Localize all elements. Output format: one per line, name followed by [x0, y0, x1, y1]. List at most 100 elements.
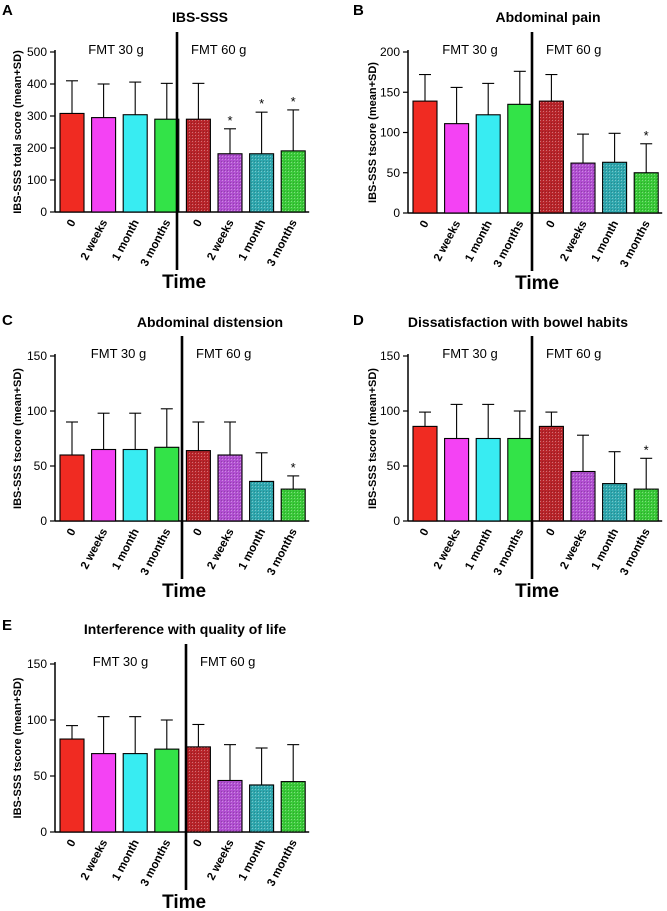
y-tick-label: 200 [27, 141, 47, 155]
chart-panel-d: D Dissatisfaction with bowel habits IBS-SS… [353, 312, 663, 602]
x-tick-label: 2 weeks [205, 527, 236, 572]
chart-title: Abdominal distension [137, 314, 283, 330]
y-tick-label: 0 [393, 206, 400, 220]
x-tick-label: 3 months [265, 838, 300, 889]
chart-title: Abdominal pain [496, 9, 601, 25]
bar-hatch [250, 482, 273, 521]
bar [475, 114, 501, 214]
bar [154, 118, 180, 213]
x-axis-label: Time [162, 892, 206, 911]
panel-letter: C [2, 312, 13, 329]
y-tick-label: 0 [40, 514, 47, 528]
y-tick-label: 50 [387, 166, 401, 180]
bar-hatch [250, 785, 273, 832]
bar [91, 448, 117, 522]
y-tick-label: 50 [34, 459, 48, 473]
chart-title: IBS-SSS [172, 9, 228, 25]
y-tick-label: 100 [380, 404, 400, 418]
x-tick-label: 2 weeks [558, 219, 589, 264]
x-tick-label: 0 [191, 527, 205, 538]
chart-panel-b: B Abdominal pain IBS-SSS tscore (mean+SD) 0… [353, 2, 663, 294]
bar-hatch [281, 489, 305, 521]
bar-hatch [218, 781, 242, 832]
x-tick-label: 2 weeks [205, 218, 236, 263]
x-tick-label: 1 month [463, 219, 495, 264]
x-tick-label: 2 weeks [558, 527, 589, 572]
x-tick-label: 1 month [590, 527, 622, 572]
y-axis-label: IBS-SSS tscore (mean+SD) [367, 62, 379, 203]
group-label: FMT 30 g [442, 346, 497, 361]
bar [122, 448, 148, 522]
panel-letter: B [353, 2, 364, 19]
x-tick-label: 3 months [492, 219, 527, 270]
panel-letter: E [2, 617, 12, 634]
group-label: FMT 60 g [200, 654, 255, 669]
group-label: FMT 60 g [196, 346, 251, 361]
y-tick-label: 100 [380, 126, 400, 140]
bar-hatch [250, 154, 273, 212]
y-tick-label: 150 [380, 85, 400, 99]
y-tick-label: 50 [387, 459, 401, 473]
x-axis-label: Time [162, 581, 206, 602]
bar-hatch [281, 782, 305, 832]
x-tick-label: 3 months [492, 527, 527, 578]
x-tick-label: 1 month [110, 527, 142, 572]
bar [59, 738, 85, 833]
y-tick-label: 150 [380, 349, 400, 363]
y-tick-label: 0 [40, 205, 47, 219]
group-label: FMT 30 g [442, 42, 497, 57]
chart-panel-e: E Interference with quality of life IBS-SS… [2, 617, 310, 911]
x-tick-label: 3 months [265, 218, 300, 269]
x-tick-label: 0 [65, 218, 79, 229]
y-tick-label: 150 [27, 657, 47, 671]
panel-letter: D [353, 312, 364, 329]
bar [122, 753, 148, 833]
x-tick-label: 1 month [110, 218, 142, 263]
bar [444, 437, 470, 522]
y-tick-label: 150 [27, 349, 47, 363]
bar-hatch [187, 747, 210, 832]
x-tick-label: 0 [418, 527, 432, 538]
x-tick-label: 2 weeks [79, 218, 110, 263]
significance-marker: * [291, 94, 296, 109]
bar-hatch [634, 489, 658, 521]
significance-marker: * [291, 460, 296, 475]
x-tick-label: 1 month [237, 527, 269, 572]
bar [154, 748, 180, 833]
x-tick-label: 1 month [463, 527, 495, 572]
bar-hatch [187, 451, 210, 521]
x-tick-label: 0 [65, 527, 79, 538]
group-label: FMT 60 g [546, 346, 601, 361]
significance-marker: * [227, 113, 232, 128]
y-tick-label: 100 [27, 173, 47, 187]
group-label: FMT 30 g [91, 346, 146, 361]
panel-letter: A [2, 2, 13, 19]
y-tick-label: 0 [393, 514, 400, 528]
significance-marker: * [259, 96, 264, 111]
x-tick-label: 2 weeks [79, 527, 110, 572]
y-tick-label: 400 [27, 77, 47, 91]
y-tick-label: 100 [27, 404, 47, 418]
bar-hatch [603, 162, 626, 213]
group-label: FMT 30 g [93, 654, 148, 669]
significance-marker: * [644, 128, 649, 143]
chart-title: Interference with quality of life [84, 621, 286, 637]
y-tick-label: 100 [27, 713, 47, 727]
bar [412, 100, 438, 214]
x-tick-label: 0 [191, 838, 205, 849]
bar [475, 437, 501, 522]
y-tick-label: 200 [380, 45, 400, 59]
y-axis-label: IBS-SSS tscore (mean+SD) [12, 677, 24, 818]
bar [59, 112, 85, 213]
bar-hatch [571, 472, 595, 521]
bar-hatch [540, 427, 563, 521]
bar-hatch [540, 101, 563, 213]
x-tick-label: 2 weeks [205, 838, 236, 883]
bar-hatch [571, 163, 595, 213]
bar-hatch [218, 154, 242, 212]
x-tick-label: 0 [544, 527, 558, 538]
chart-panel-a: A IBS-SSS IBS-SSS total score (mean+SD) 0 10… [2, 2, 310, 293]
x-tick-label: 3 months [265, 527, 300, 578]
x-tick-label: 3 months [139, 838, 174, 889]
